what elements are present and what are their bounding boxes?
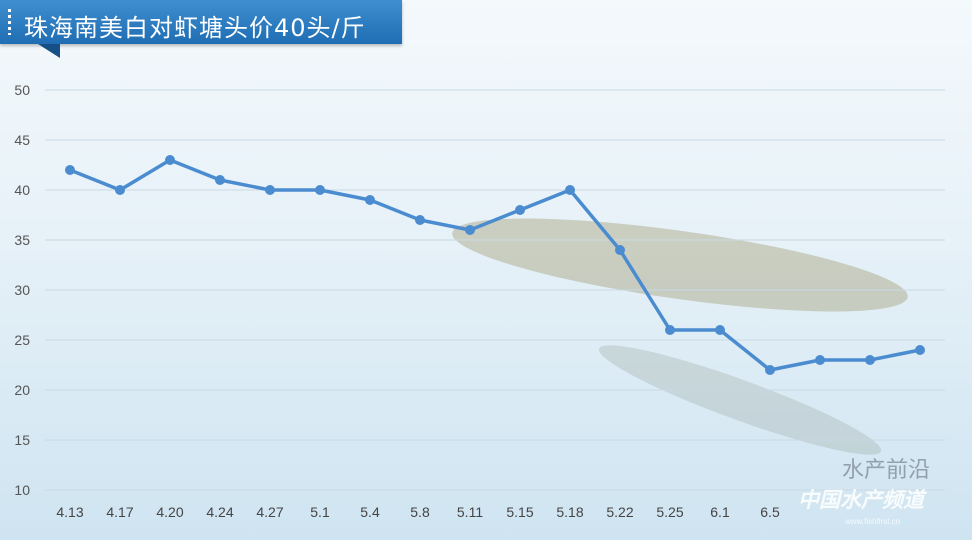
x-tick-label: 4.13 [56,504,83,520]
x-tick-label: 5.22 [606,504,633,520]
data-point [665,325,675,335]
data-point [715,325,725,335]
x-tick-label: 6.5 [760,504,780,520]
y-tick-label: 15 [14,432,30,448]
x-tick-label: 4.24 [206,504,233,520]
x-tick-label: 6.1 [710,504,730,520]
title-banner: 珠海南美白对虾塘头价40头/斤 [0,0,402,44]
x-tick-label: 5.15 [506,504,533,520]
data-point [615,245,625,255]
y-tick-label: 10 [14,482,30,498]
y-tick-label: 20 [14,382,30,398]
x-tick-label: 4.20 [156,504,183,520]
data-point [565,185,575,195]
banner-tail [38,44,60,58]
watermark-wechat: 水产前沿 [842,458,931,483]
chart-title: 珠海南美白对虾塘头价40头/斤 [24,14,366,42]
shrimp-image [598,345,882,455]
x-tick-label: 5.8 [410,504,430,520]
data-point [765,365,775,375]
x-tick-label: 5.1 [310,504,330,520]
series-line [69,158,921,372]
y-tick-label: 40 [14,182,30,198]
x-tick-label: 5.4 [360,504,380,520]
data-point [915,345,925,355]
y-tick-label: 45 [14,132,30,148]
data-point [415,215,425,225]
y-tick-label: 30 [14,282,30,298]
shrimp-image [452,218,908,312]
dots-decoration [8,9,11,35]
y-tick-label: 25 [14,332,30,348]
data-point [65,165,75,175]
y-tick-label: 50 [14,82,30,98]
data-point [465,225,475,235]
data-point [365,195,375,205]
data-point [265,185,275,195]
data-point [115,185,125,195]
x-tick-label: 4.17 [106,504,133,520]
watermark-url: www.fishfirst.cn [845,517,901,526]
data-point [315,185,325,195]
x-tick-label: 5.11 [457,504,483,520]
x-tick-label: 5.18 [556,504,583,520]
y-tick-label: 35 [14,232,30,248]
x-tick-label: 4.27 [256,504,283,520]
x-tick-label: 5.25 [656,504,683,520]
data-point [815,355,825,365]
watermark-brand: 中国水产频道 [798,488,924,512]
data-point [515,205,525,215]
data-point [865,355,875,365]
data-point [215,175,225,185]
data-point [165,155,175,165]
